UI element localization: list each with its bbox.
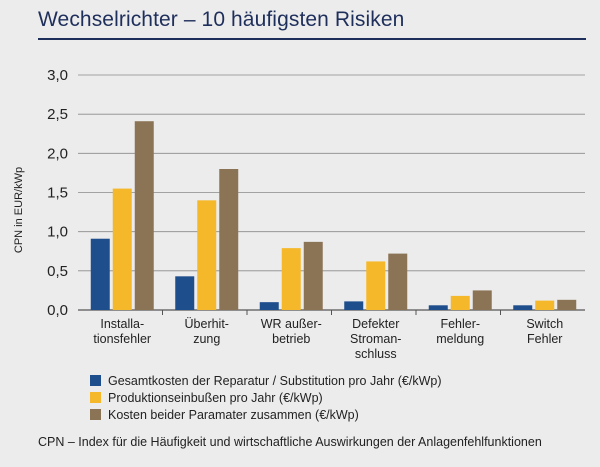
bar xyxy=(428,305,448,310)
category-label: Defekter Stroman-schluss xyxy=(350,317,401,361)
bar xyxy=(281,248,301,310)
legend-item: Kosten beider Paramater zusammen (€/kWp) xyxy=(90,406,441,423)
bar xyxy=(259,302,279,310)
grid-lines xyxy=(78,74,585,315)
bar xyxy=(472,290,492,310)
bar xyxy=(112,188,132,310)
category-label: Installa-tionsfehler xyxy=(93,317,151,346)
bar xyxy=(197,200,217,310)
bar xyxy=(219,169,239,310)
legend-item: Gesamtkosten der Reparatur / Substitutio… xyxy=(90,372,441,389)
category-label: WR außer-betrieb xyxy=(261,317,322,346)
footnote: CPN – Index für die Häufigkeit und wirts… xyxy=(38,435,542,449)
bars xyxy=(90,121,577,310)
y-tick-labels: 0,0 0,5 1,0 1,5 2,0 2,5 3,0 xyxy=(47,67,68,319)
bar xyxy=(535,300,555,310)
chart-title: Wechselrichter – 10 häufigsten Risiken xyxy=(38,8,405,31)
y-tick-label: 2,0 xyxy=(47,145,68,162)
title-underline xyxy=(38,38,586,40)
legend-swatch xyxy=(90,375,101,386)
bar xyxy=(388,253,408,310)
bar xyxy=(513,305,533,310)
legend-swatch xyxy=(90,392,101,403)
legend: Gesamtkosten der Reparatur / Substitutio… xyxy=(90,372,441,423)
y-tick-label: 2,5 xyxy=(47,106,68,123)
y-axis-label: CPN in EUR/kWp xyxy=(13,167,25,253)
legend-item: Produktionseinbußen pro Jahr (€/kWp) xyxy=(90,389,441,406)
y-tick-label: 1,0 xyxy=(47,224,68,241)
y-tick-label: 0,0 xyxy=(47,302,68,319)
legend-label: Gesamtkosten der Reparatur / Substitutio… xyxy=(108,373,442,388)
legend-swatch xyxy=(90,409,101,420)
bar xyxy=(557,299,577,310)
bar xyxy=(344,301,364,310)
bar xyxy=(90,238,110,310)
bar xyxy=(366,261,386,310)
bar xyxy=(175,276,195,310)
category-label: Überhit-zung xyxy=(185,317,229,346)
bar xyxy=(134,121,154,310)
legend-label: Produktionseinbußen pro Jahr (€/kWp) xyxy=(108,390,323,405)
bar xyxy=(450,295,470,310)
category-label: Fehler-meldung xyxy=(436,317,484,346)
category-label: Switch Fehler xyxy=(526,317,563,346)
legend-label: Kosten beider Paramater zusammen (€/kWp) xyxy=(108,407,359,422)
y-tick-label: 1,5 xyxy=(47,185,68,202)
y-tick-label: 3,0 xyxy=(47,67,68,84)
y-tick-label: 0,5 xyxy=(47,263,68,280)
bar-chart: 0,0 0,5 1,0 1,5 2,0 2,5 3,0 Installa-tionsfehl… xyxy=(13,67,585,361)
bar xyxy=(303,241,323,310)
category-labels: Installa-tionsfehler Überhit-zung WR außer… xyxy=(93,317,563,361)
